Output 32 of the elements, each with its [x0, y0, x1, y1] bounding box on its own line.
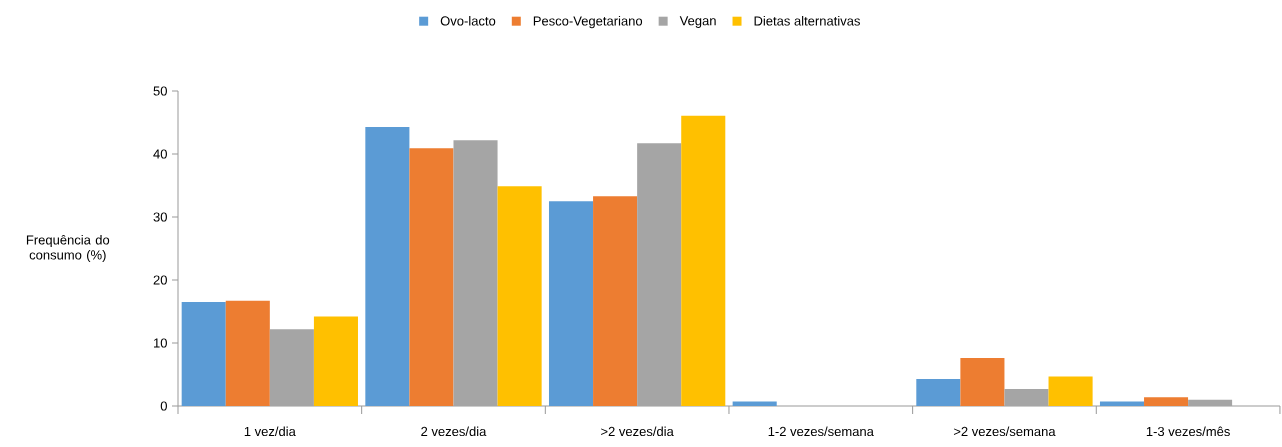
legend-label: Pesco-Vegetariano: [533, 16, 643, 29]
y-tick-label: 40: [153, 149, 167, 159]
bar: [1099, 401, 1145, 406]
y-tick-label: 30: [153, 212, 167, 222]
bar: [313, 316, 358, 406]
bar: [225, 300, 270, 406]
bar: [1048, 376, 1093, 406]
y-tick-label: 10: [153, 338, 167, 348]
y-tick-label: 0: [160, 401, 167, 411]
x-tick-label: 1-3 vezes/mês: [1146, 426, 1230, 437]
bar: [181, 302, 226, 406]
bar: [681, 115, 726, 406]
x-tick-label: >2 vezes/dia: [601, 426, 674, 437]
bar: [960, 358, 1005, 406]
bar: [409, 148, 454, 406]
legend-label: Vegan: [679, 16, 716, 28]
bar: [916, 378, 961, 406]
bar: [548, 201, 594, 406]
x-tick-label: 1 vez/dia: [244, 426, 296, 437]
x-tick-label: >2 vezes/semana: [953, 426, 1056, 437]
y-axis-title: Frequência do consumo (%): [26, 234, 110, 263]
bar: [732, 401, 777, 406]
y-tick-label: 20: [153, 275, 167, 285]
bar: [365, 126, 410, 406]
bar: [497, 186, 542, 406]
x-tick-label: 2 vezes/dia: [421, 426, 487, 437]
legend-label: Dietas alternativas: [754, 16, 860, 26]
bar: [1144, 397, 1189, 406]
legend-label: Ovo-lacto: [440, 16, 496, 26]
x-tick-label: 1-2 vezes/semana: [768, 426, 874, 437]
bar: [593, 196, 638, 406]
y-tick-label: 50: [153, 86, 167, 96]
